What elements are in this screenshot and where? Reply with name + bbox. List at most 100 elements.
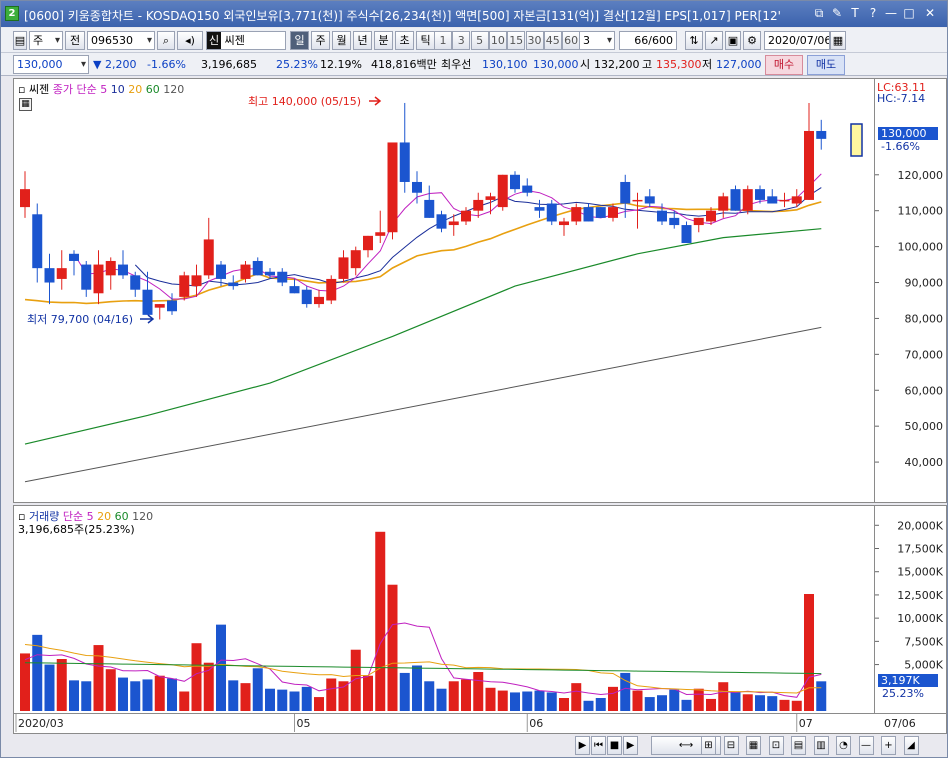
- help-icon[interactable]: ?: [869, 6, 877, 20]
- calendar-icon[interactable]: ▦: [830, 31, 846, 50]
- stop-icon[interactable]: ■: [607, 736, 622, 755]
- search-icon[interactable]: ⌕: [157, 31, 175, 50]
- sell-button[interactable]: 매도: [807, 55, 845, 75]
- close-icon[interactable]: ✕: [924, 6, 936, 20]
- candle-body: [301, 289, 312, 305]
- price-select[interactable]: 130,000: [13, 55, 89, 74]
- volume-bar: [534, 690, 545, 711]
- price-tick-label: 120,000: [898, 169, 944, 182]
- volume-chart[interactable]: [14, 506, 874, 713]
- window-restore-icon[interactable]: ⧉: [814, 6, 824, 20]
- columns-icon[interactable]: ▥: [813, 736, 829, 755]
- stock-code-input[interactable]: 096530: [87, 31, 155, 50]
- period-button-3[interactable]: 년: [353, 31, 372, 50]
- volume-bar: [791, 700, 802, 711]
- interval-button-3[interactable]: 3: [452, 31, 471, 50]
- volume-axis[interactable]: 5,000K 7,500K 10,000K 12,500K 15,000K 17,500K…: [875, 505, 947, 714]
- price-tick-label: 80,000: [905, 312, 944, 325]
- price-chart[interactable]: [14, 79, 874, 502]
- volume-bar: [118, 677, 128, 711]
- zoom-view-icon[interactable]: ⊟: [723, 736, 739, 755]
- interval-button-15[interactable]: 15: [507, 31, 526, 50]
- save-icon[interactable]: ▣: [725, 31, 741, 50]
- date-input[interactable]: 2020/07/06: [764, 31, 830, 50]
- table-icon[interactable]: ▤: [791, 736, 806, 755]
- volume-bar: [461, 679, 471, 711]
- candle-body: [289, 286, 300, 294]
- volume-tick-label: 10,000K: [897, 612, 943, 625]
- interval-button-5[interactable]: 5: [470, 31, 489, 50]
- interval-button-60[interactable]: 60: [562, 31, 581, 50]
- change-pct: -1.66%: [147, 58, 186, 71]
- trend-tool-icon[interactable]: ↗: [705, 31, 723, 50]
- ma120-line: [24, 326, 822, 483]
- period-button-5[interactable]: 초: [395, 31, 414, 50]
- volume-bar: [350, 649, 361, 711]
- interval-select[interactable]: 3: [579, 31, 615, 50]
- high-price: 135,300: [656, 58, 702, 71]
- last-price-pct: -1.66%: [881, 140, 920, 153]
- interval-button-45[interactable]: 45: [543, 31, 562, 50]
- date-axis[interactable]: 2020/03 05 06 07 07/06: [13, 714, 947, 734]
- price-chart-panel[interactable]: ▫ 씨젠 종가 단순 5 10 20 60 120 ▦ 최고 140,000 (…: [13, 78, 875, 503]
- candle-body: [203, 239, 214, 276]
- price-tick-label: 60,000: [905, 384, 944, 397]
- period-button-6[interactable]: 틱: [416, 31, 435, 50]
- bottom-controls: ▶ ⏮ ■ ▶ ⟷ ⊞ ⊟ ▦ ⊡ ▤ ▥ ◔ — + ◢: [1, 734, 947, 757]
- volume-bar: [142, 679, 153, 711]
- title-bar[interactable]: 2 [0600] 키움종합차트 - KOSDAQ150 외국인보유[3,771(…: [1, 1, 947, 27]
- grid-icon[interactable]: ▦: [746, 736, 761, 755]
- resize-icon[interactable]: ◢: [903, 736, 919, 755]
- interval-button-10[interactable]: 10: [488, 31, 507, 50]
- bid-price: 130,000: [533, 58, 579, 71]
- chart-type-select[interactable]: 주: [29, 31, 63, 50]
- volume-tick-label: 15,000K: [897, 566, 943, 579]
- volume-legend-ma-20: 20: [93, 510, 112, 523]
- volume-bar: [179, 691, 190, 711]
- period-button-2[interactable]: 월: [332, 31, 351, 50]
- speaker-icon[interactable]: ◂): [177, 31, 203, 50]
- list-icon[interactable]: ▤: [13, 31, 27, 50]
- candle-style-icon[interactable]: ⇅: [685, 31, 703, 50]
- stock-name-field[interactable]: 신 씨젠: [206, 31, 286, 50]
- volume-bar: [44, 664, 55, 711]
- data-table-icon[interactable]: ▦: [19, 98, 32, 111]
- tile-icon[interactable]: T: [851, 6, 859, 20]
- volume-bar: [657, 695, 667, 711]
- buy-button[interactable]: 매수: [765, 55, 803, 75]
- maximize-icon[interactable]: □: [903, 6, 915, 20]
- prefix-button[interactable]: 전: [65, 31, 85, 50]
- candle-body: [326, 278, 337, 301]
- candle-body: [608, 207, 618, 218]
- next-icon[interactable]: ▶: [623, 736, 638, 755]
- layout-icon[interactable]: ⊡: [768, 736, 784, 755]
- candle-body: [277, 271, 288, 283]
- interval-button-30[interactable]: 30: [525, 31, 544, 50]
- gear-icon[interactable]: ⚙: [743, 31, 761, 50]
- candle-body: [265, 271, 275, 276]
- volume-bar: [130, 681, 141, 711]
- volume-chart-panel[interactable]: ▫ 거래량 단순 5 20 60 120 3,196,685주(25.23%): [13, 505, 875, 714]
- zoom-fit-icon[interactable]: ⊞: [701, 736, 716, 755]
- clock-icon[interactable]: ◔: [836, 736, 851, 755]
- zoom-in-icon[interactable]: +: [881, 736, 896, 755]
- volume-legend-ma-120: 120: [128, 510, 154, 523]
- date-tick-label: 2020/03: [18, 717, 64, 730]
- minimize-icon[interactable]: —: [885, 6, 897, 20]
- candle-body: [571, 207, 582, 222]
- period-button-1[interactable]: 주: [311, 31, 330, 50]
- period-button-4[interactable]: 분: [374, 31, 393, 50]
- candle-body: [755, 189, 765, 200]
- interval-button-1[interactable]: 1: [434, 31, 452, 50]
- pin-icon[interactable]: ✎: [831, 6, 843, 20]
- price-axis[interactable]: 40,000 50,000 60,000 70,000 80,000 90,000 100,…: [875, 78, 947, 503]
- candle-body: [387, 142, 398, 233]
- zoom-out-icon[interactable]: —: [858, 736, 874, 755]
- count-input[interactable]: 66/600: [619, 31, 677, 50]
- first-icon[interactable]: ⏮: [591, 736, 606, 755]
- period-button-0[interactable]: 일: [290, 31, 309, 50]
- volume-bar: [216, 624, 226, 711]
- open-price: 132,200: [594, 58, 640, 71]
- play-icon[interactable]: ▶: [575, 736, 590, 755]
- candle-body: [804, 130, 814, 200]
